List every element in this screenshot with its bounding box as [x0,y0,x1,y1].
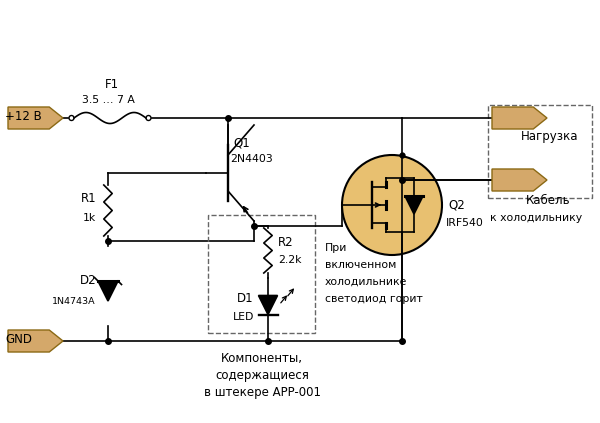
Polygon shape [8,330,63,352]
Bar [208,215,315,333]
Text: R1: R1 [80,192,96,204]
Circle shape [342,155,442,255]
Text: 1N4743A: 1N4743A [52,297,96,305]
Text: 2N4403: 2N4403 [230,154,273,164]
Text: Нагрузка: Нагрузка [521,129,579,143]
Polygon shape [492,169,547,191]
Text: 1k: 1k [83,213,96,223]
Polygon shape [405,196,423,214]
Polygon shape [8,107,63,129]
Polygon shape [98,281,118,301]
Text: Кабель: Кабель [526,193,571,206]
Text: Компоненты,: Компоненты, [221,352,303,365]
Circle shape [69,115,74,121]
Text: +12 В: +12 В [5,110,42,123]
Text: IRF540: IRF540 [446,218,484,228]
Text: F1: F1 [105,78,119,91]
Circle shape [146,115,151,121]
Text: D2: D2 [79,275,96,288]
Text: LED: LED [233,312,254,322]
Polygon shape [259,296,278,314]
Text: к холодильнику: к холодильнику [490,213,582,223]
Bar [488,105,592,198]
Text: Q2: Q2 [448,198,465,212]
Text: в штекере APP-001: в штекере APP-001 [203,385,320,398]
Text: Q1: Q1 [233,137,250,149]
Text: светодиод горит: светодиод горит [325,294,423,304]
Polygon shape [492,107,547,129]
Text: GND: GND [5,332,32,346]
Text: содержащиеся: содержащиеся [215,368,309,382]
Text: 2.2k: 2.2k [278,255,302,265]
Text: включенном: включенном [325,260,397,270]
Text: R2: R2 [278,236,293,248]
Text: При: При [325,243,347,253]
Text: D1: D1 [238,291,254,305]
Text: 3.5 … 7 А: 3.5 … 7 А [82,95,134,105]
Text: холодильнике: холодильнике [325,277,407,287]
